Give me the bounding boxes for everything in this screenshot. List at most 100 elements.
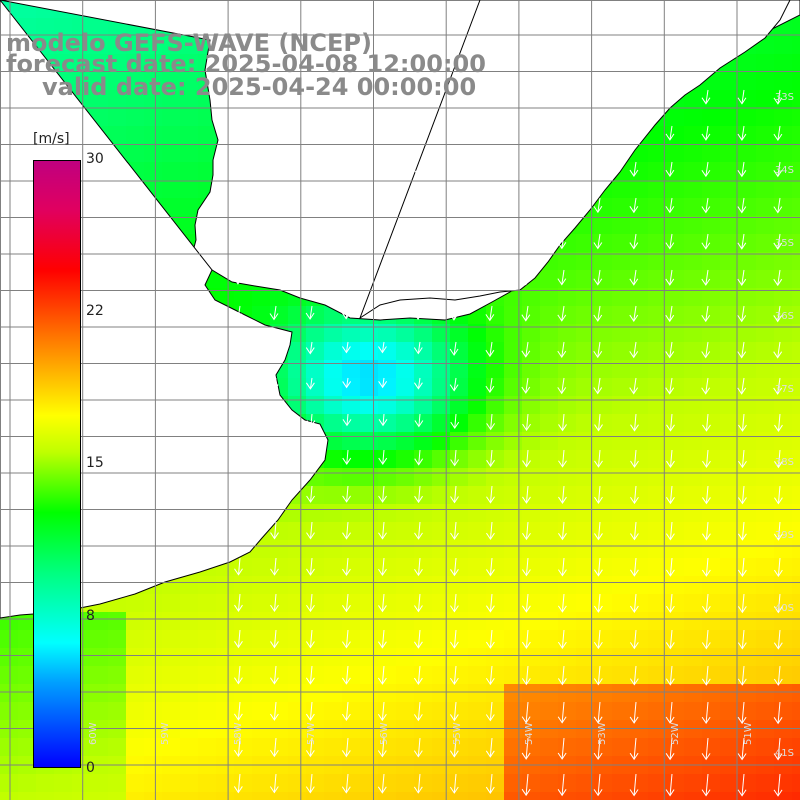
wind-arrow [593, 737, 603, 761]
wind-cell [630, 396, 648, 414]
wind-arrow [521, 701, 531, 724]
wind-cell [90, 90, 108, 108]
wind-arrow [521, 233, 531, 250]
wind-cell [486, 774, 504, 792]
wind-arrow [701, 629, 711, 650]
wind-cell [540, 414, 558, 432]
wind-arrow [737, 341, 747, 359]
wind-arrow [630, 485, 639, 505]
wind-cell [594, 216, 612, 234]
wind-cell [792, 396, 800, 414]
wind-cell [288, 684, 306, 702]
wind-cell [522, 342, 540, 360]
wind-cell [756, 684, 774, 702]
wind-arrow [485, 161, 495, 177]
wind-cell [558, 468, 576, 486]
wind-cell [288, 630, 306, 648]
wind-arrow [521, 593, 531, 613]
wind-arrow [234, 629, 243, 649]
wind-cell [306, 486, 324, 504]
wind-cell [198, 774, 216, 792]
title-forecast-date: forecast date: 2025-04-08 12:00:00 [6, 50, 486, 78]
wind-cell [612, 486, 630, 504]
wind-cell [792, 468, 800, 486]
wind-cell [612, 450, 630, 468]
wind-cell [450, 486, 468, 504]
wind-cell [702, 144, 720, 162]
wind-arrow [558, 485, 567, 504]
wind-cell [612, 198, 630, 216]
wind-cell [720, 270, 738, 288]
wind-cell [468, 774, 486, 792]
wind-cell [324, 702, 342, 720]
wind-arrow [593, 125, 603, 141]
wind-cell [756, 306, 774, 324]
wind-cell [108, 36, 126, 54]
wind-cell [594, 360, 612, 378]
wind-cell [486, 396, 504, 414]
wind-cell [522, 792, 540, 800]
wind-cell [432, 684, 450, 702]
wind-cell [126, 792, 144, 800]
wind-arrow [306, 521, 315, 540]
wind-cell [288, 342, 306, 360]
lon-label: 53W [597, 722, 608, 745]
wind-cell [486, 504, 504, 522]
wind-arrow [305, 737, 315, 758]
wind-cell [684, 666, 702, 684]
wind-arrow [270, 521, 279, 540]
wind-arrow [665, 125, 675, 141]
wind-arrow [485, 269, 495, 286]
lat-label: 35S [774, 238, 794, 249]
wind-arrow [701, 125, 711, 141]
wind-arrow [305, 341, 315, 355]
wind-cell [684, 324, 702, 342]
wind-arrow [342, 413, 352, 427]
wind-cell [360, 630, 378, 648]
wind-cell [612, 612, 630, 630]
wind-cell [144, 612, 162, 630]
wind-cell [432, 378, 450, 396]
wind-cell [702, 198, 720, 216]
wind-arrow [234, 485, 243, 504]
wind-arrow [702, 521, 711, 541]
wind-cell [72, 18, 90, 36]
wind-cell [666, 648, 684, 666]
wind-arrow [773, 665, 783, 686]
wind-cell [576, 648, 594, 666]
wind-cell [774, 72, 792, 90]
wind-cell [630, 504, 648, 522]
wind-arrow [486, 449, 495, 468]
wind-cell [522, 378, 540, 396]
wind-arrow [269, 773, 279, 794]
wind-cell [792, 774, 800, 792]
wind-arrow [737, 269, 747, 286]
wind-arrow [486, 485, 495, 504]
wind-arrow [233, 773, 243, 794]
wind-cell [342, 684, 360, 702]
wind-cell [756, 198, 774, 216]
wind-cell [396, 486, 414, 504]
wind-cell [792, 558, 800, 576]
wind-arrow [414, 485, 423, 504]
wind-arrow [377, 161, 387, 177]
wind-cell [576, 378, 594, 396]
wind-cell [360, 774, 378, 792]
wind-cell [648, 486, 666, 504]
wind-cell [180, 684, 198, 702]
wind-cell [594, 684, 612, 702]
wind-cell [306, 396, 324, 414]
wind-cell [486, 648, 504, 666]
wind-arrow [521, 269, 531, 286]
wind-cell [396, 342, 414, 360]
wind-cell [594, 648, 612, 666]
wind-cell [72, 774, 90, 792]
lon-label: 55W [452, 722, 463, 745]
wind-cell [648, 144, 666, 162]
wind-cell [774, 774, 792, 792]
wind-arrow [773, 737, 783, 761]
wind-arrow [629, 557, 639, 577]
wind-cell [180, 54, 198, 72]
wind-cell [180, 216, 198, 234]
wind-cell [450, 324, 468, 342]
